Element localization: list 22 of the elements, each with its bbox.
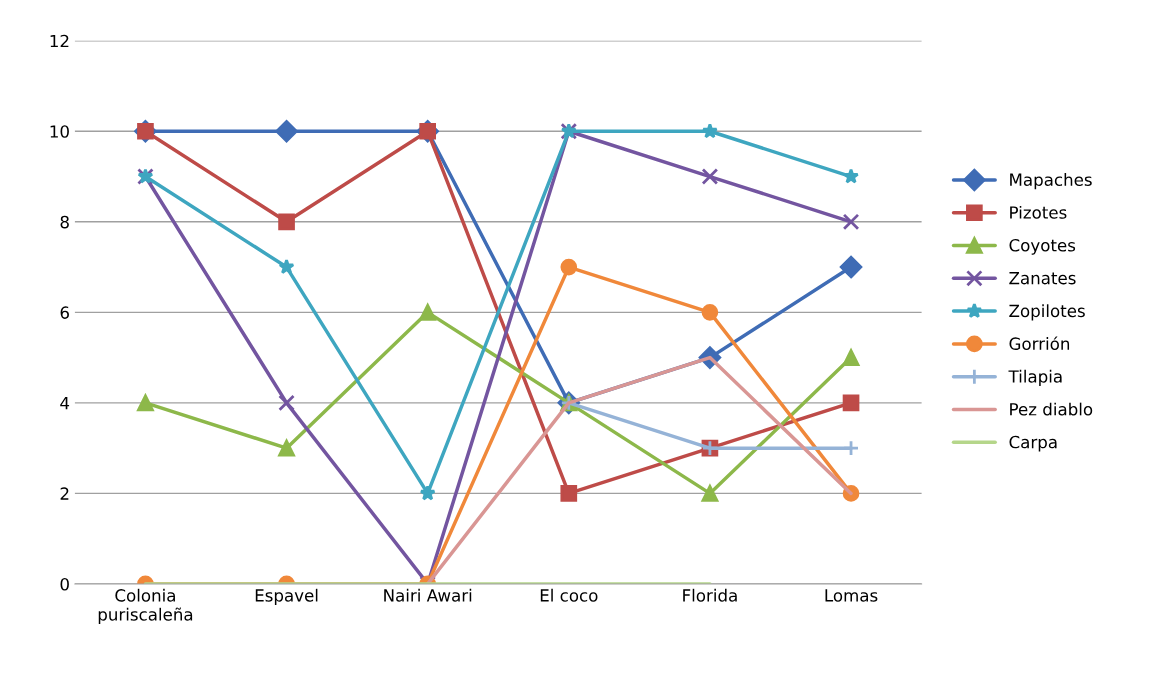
legend-label: Gorrión: [1009, 336, 1070, 350]
x-tick-label: Colonia puriscaleña: [98, 588, 193, 624]
legend-label: Zopilotes: [1009, 304, 1085, 321]
x-tick-label: Nairi Awari: [384, 588, 472, 602]
x-tick-label: Florida: [683, 588, 737, 602]
y-tick-label: 0: [60, 577, 69, 591]
x-tick-label: El coco: [540, 588, 598, 602]
y-tick-label: 4: [60, 397, 70, 410]
y-tick-label: 10: [50, 125, 69, 138]
legend-label: Carpa: [1009, 435, 1057, 452]
y-tick-label: 2: [60, 487, 69, 500]
x-tick-label: Lomas: [825, 589, 878, 602]
x-tick-label: Espavel: [255, 588, 318, 605]
y-tick-label: 6: [60, 306, 69, 319]
y-tick-label: 8: [60, 215, 69, 229]
legend-label: Zanates: [1009, 271, 1076, 285]
legend-label: Tilapia: [1008, 369, 1062, 386]
legend-label: Coyotes: [1009, 238, 1076, 255]
legend-label: Pez diablo: [1010, 402, 1093, 416]
y-tick-label: 12: [50, 34, 69, 48]
legend-label: Pizotes: [1010, 205, 1067, 219]
legend-label: Mapaches: [1010, 173, 1092, 190]
